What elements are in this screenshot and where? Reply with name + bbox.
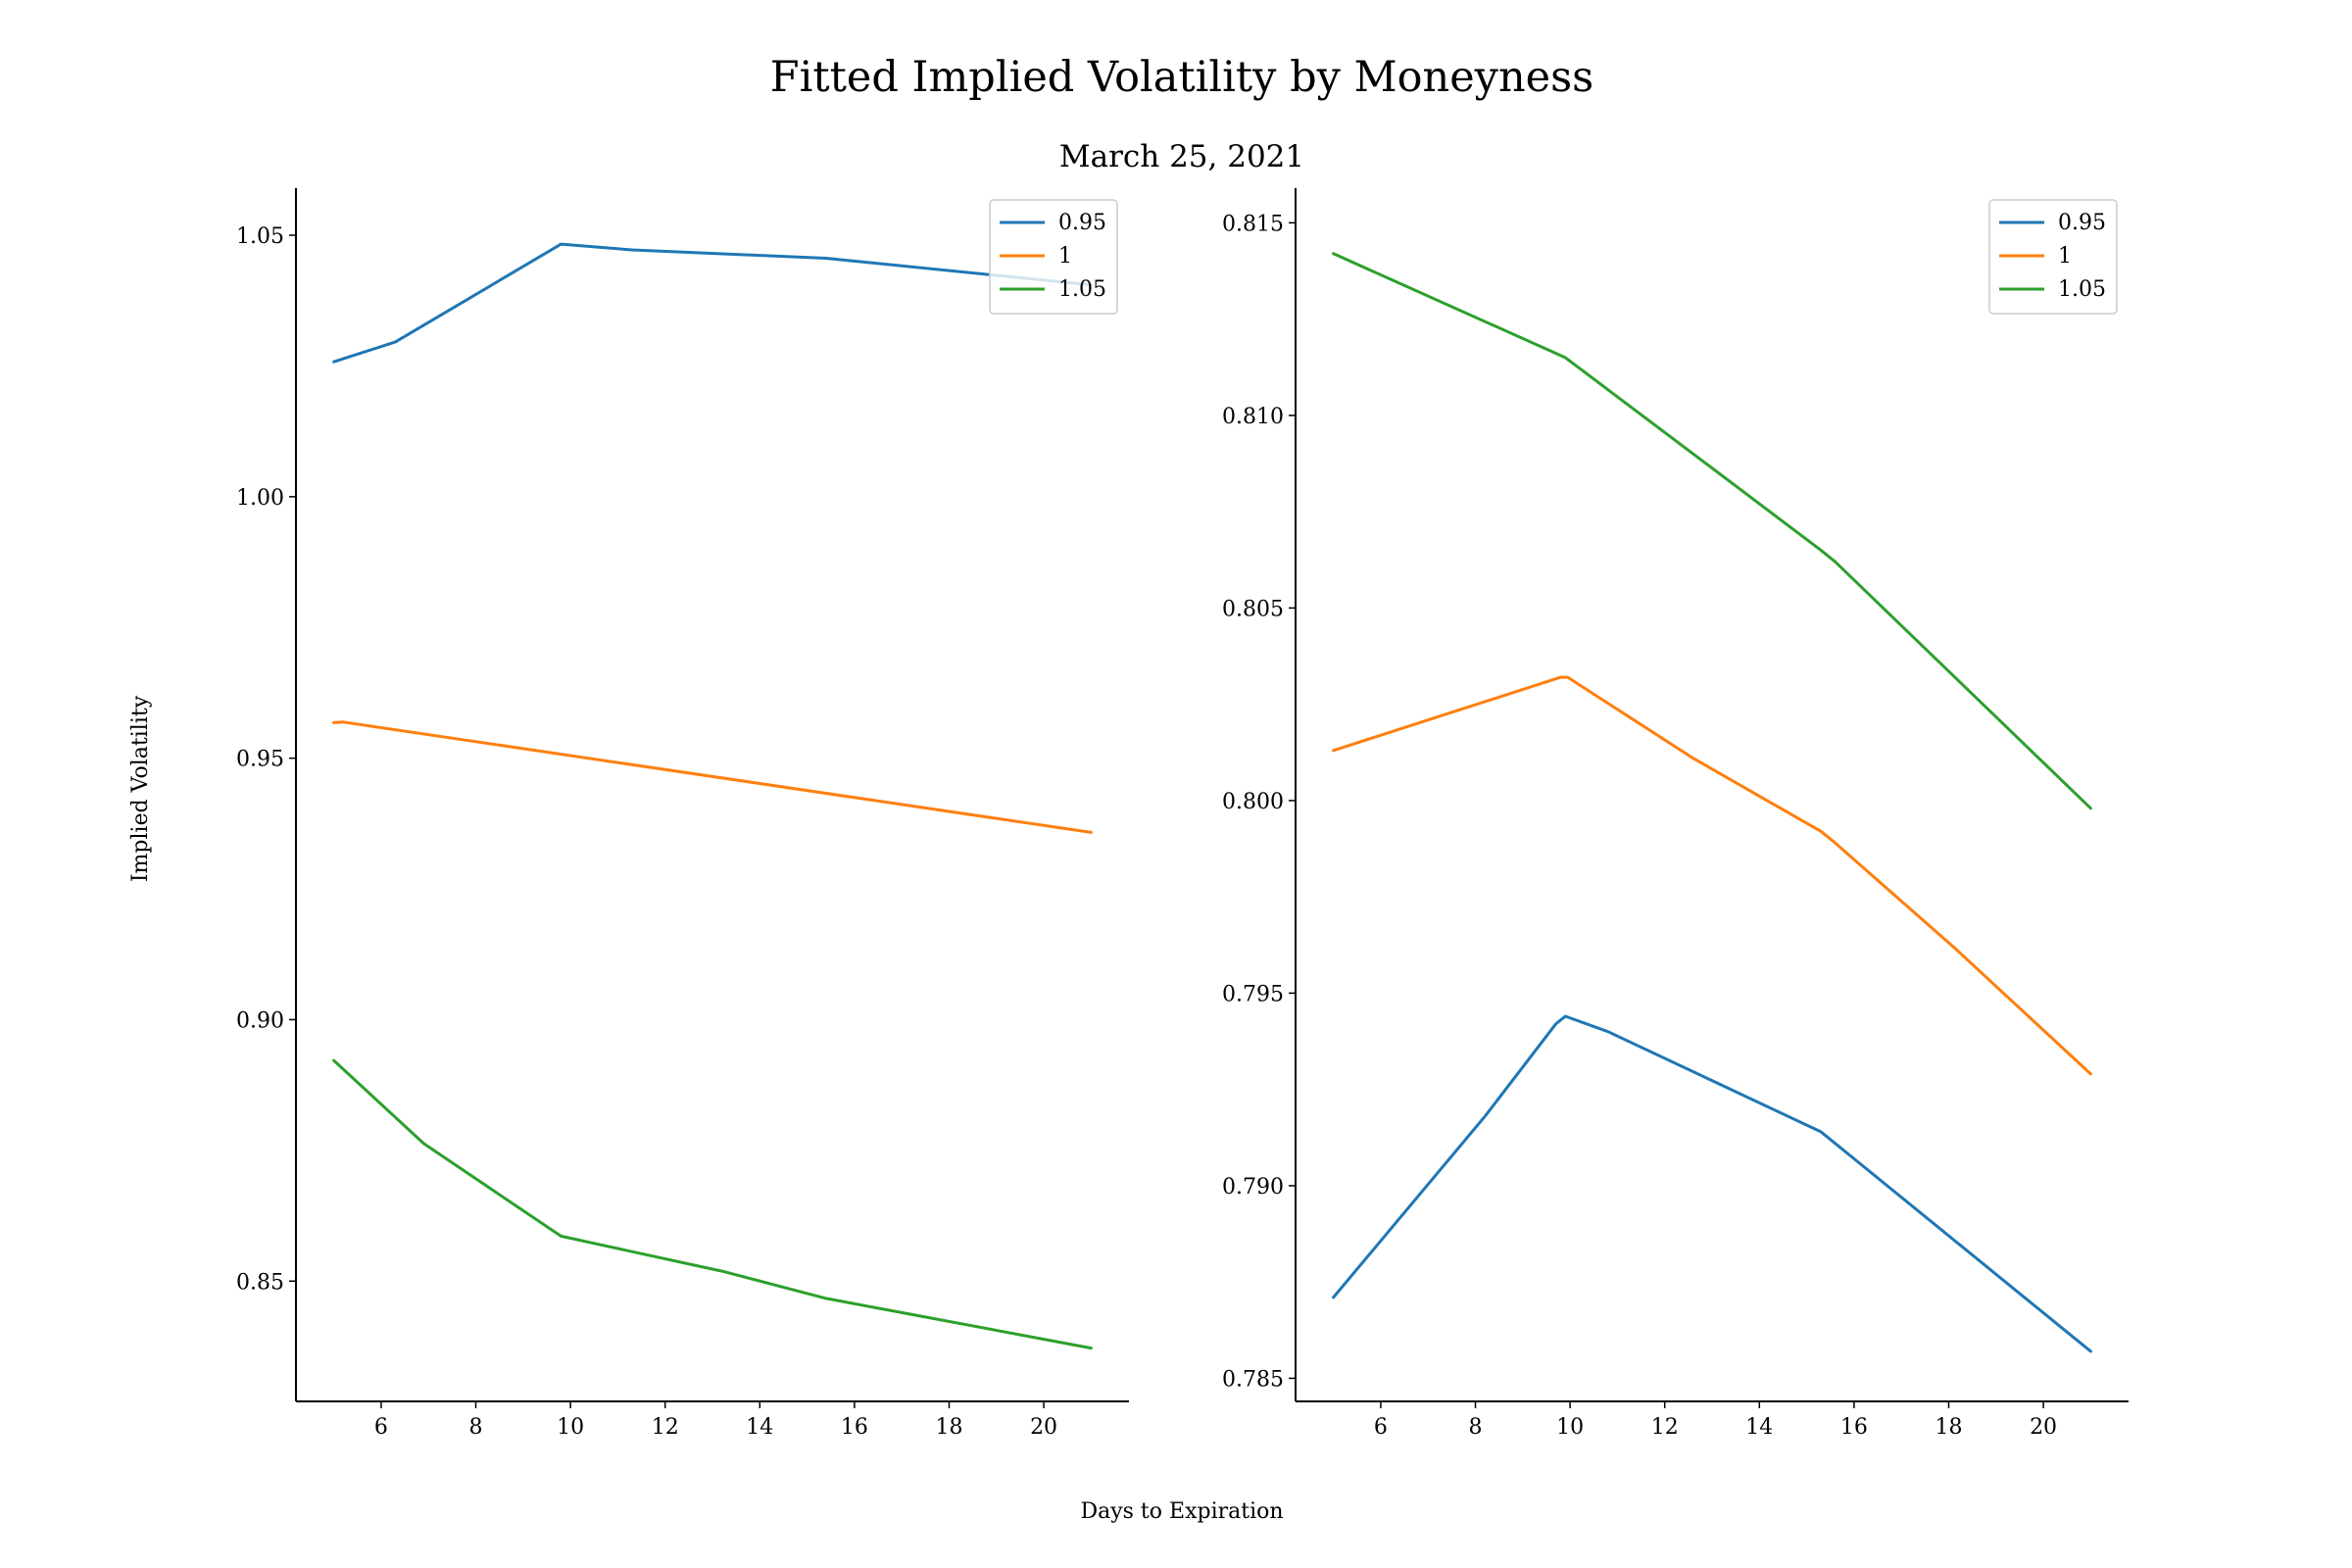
- y-axis-label: Implied Volatility: [128, 695, 153, 882]
- x-tick-label: 20: [1030, 1415, 1057, 1440]
- y-tick-label: 0.805: [1222, 597, 1284, 621]
- x-tick-label: 14: [746, 1415, 773, 1440]
- x-tick-label: 10: [1556, 1415, 1584, 1440]
- legend-label: 1.05: [2058, 277, 2106, 302]
- x-tick-label: 16: [1840, 1415, 1868, 1440]
- x-tick-label: 8: [469, 1415, 483, 1440]
- y-tick-label: 0.815: [1222, 212, 1284, 236]
- chart-subtitle: March 25, 2021: [1059, 139, 1304, 174]
- legend-box: [1988, 199, 2118, 315]
- y-tick-label: 0.85: [236, 1270, 284, 1295]
- left-plot-panel: 6 8 10 12 14 16 18 20 0.85 0.90 0.95 1.00 1.05 0.95 1 1…: [236, 188, 1129, 1440]
- x-tick-label: 12: [1651, 1415, 1679, 1440]
- x-tick-label: 8: [1469, 1415, 1483, 1440]
- y-tick-label: 0.810: [1222, 405, 1284, 429]
- x-tick-label: 16: [841, 1415, 868, 1440]
- series-line-1-05: [332, 1058, 1093, 1350]
- x-tick-label: 6: [374, 1415, 388, 1440]
- series-line-0-95: [332, 242, 1093, 364]
- x-tick-label: 18: [1935, 1415, 1962, 1440]
- x-tick-label: 12: [652, 1415, 679, 1440]
- legend-label: 1: [2058, 244, 2072, 269]
- series-line-1: [332, 720, 1093, 834]
- y-tick-label: 1.05: [236, 224, 284, 249]
- y-tick-label: 0.800: [1222, 790, 1284, 814]
- x-tick-label: 6: [1374, 1415, 1388, 1440]
- legend: 0.95 1 1.05: [989, 199, 1118, 315]
- legend-box: [989, 199, 1118, 315]
- chart-title: Fitted Implied Volatility by Moneyness: [770, 53, 1594, 102]
- right-plot-panel: 6 8 10 12 14 16 18 20 0.785 0.790 0.795 0.800 0.805 0…: [1222, 188, 2129, 1440]
- x-axis-label: Days to Expiration: [1080, 1499, 1283, 1524]
- x-tick-label: 10: [557, 1415, 584, 1440]
- x-tick-label: 18: [935, 1415, 962, 1440]
- y-tick-label: 0.95: [236, 748, 284, 772]
- y-tick-label: 0.90: [236, 1008, 284, 1033]
- legend-label: 1.05: [1058, 277, 1106, 302]
- legend-label: 1: [1058, 244, 1072, 269]
- y-tick-label: 0.790: [1222, 1175, 1284, 1200]
- y-tick-label: 1.00: [236, 486, 284, 511]
- x-tick-label: 14: [1745, 1415, 1773, 1440]
- series-line-1-05: [1332, 252, 2092, 810]
- y-tick-label: 0.795: [1222, 982, 1284, 1006]
- series-line-1: [1332, 675, 2092, 1076]
- legend: 0.95 1 1.05: [1988, 199, 2118, 315]
- series-line-0-95: [1332, 1014, 2092, 1353]
- legend-label: 0.95: [1058, 211, 1106, 235]
- legend-label: 0.95: [2058, 211, 2106, 235]
- y-tick-label: 0.785: [1222, 1367, 1284, 1392]
- x-tick-label: 20: [2030, 1415, 2057, 1440]
